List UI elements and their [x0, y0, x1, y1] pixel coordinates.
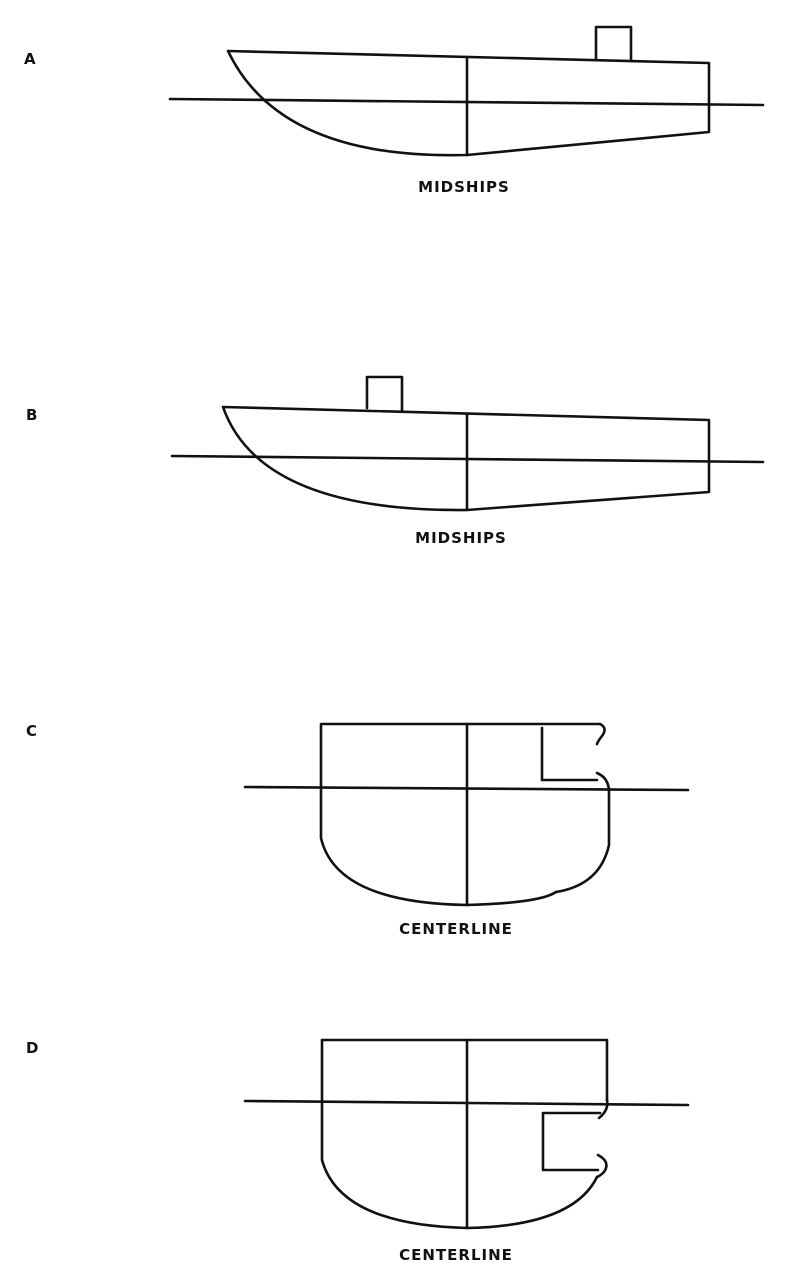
panel-b-caption: MIDSHIPS [415, 529, 507, 547]
panel-d-breach-cavity [541, 1111, 602, 1172]
panel-d-caption: CENTERLINE [399, 1246, 513, 1264]
panel-c-caption: CENTERLINE [399, 920, 513, 938]
panel-a: A MIDSHIPS [24, 25, 765, 196]
panel-c-hull-section [319, 722, 602, 907]
panel-a-caption: MIDSHIPS [418, 178, 510, 196]
panel-b-letter: B [26, 406, 37, 424]
panel-a-deckhouse [594, 25, 633, 63]
panel-c: C CENTERLINE [26, 722, 690, 938]
panel-c-breach-cavity [540, 726, 599, 782]
panel-c-breach-lower-side [554, 771, 611, 894]
panel-d-hull-section [320, 1038, 609, 1230]
panel-a-letter: A [24, 50, 36, 68]
panel-d: D CENTERLINE [26, 1038, 690, 1264]
panel-c-breach-upper-lip [595, 722, 606, 746]
panel-c-letter: C [26, 722, 37, 740]
panel-d-breach-lower-lip [595, 1153, 608, 1179]
panel-d-breach-upper-lip [597, 1098, 609, 1120]
panel-b: B MIDSHIPS [26, 375, 765, 547]
panel-b-deckhouse [365, 375, 404, 412]
panel-d-letter: D [26, 1039, 38, 1057]
